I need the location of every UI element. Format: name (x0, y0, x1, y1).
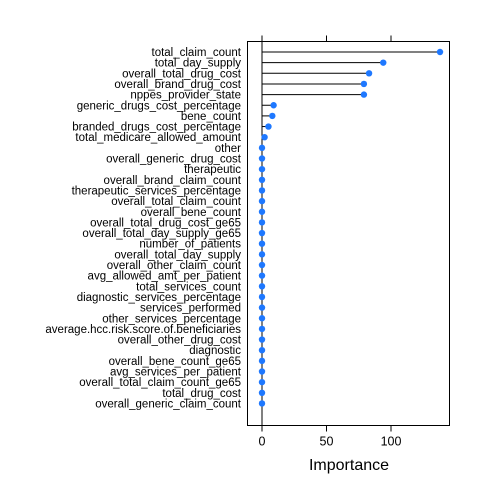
category-label: overall_total_day_supply_ge65 (82, 228, 241, 240)
category-label: services_performed (140, 303, 241, 315)
category-label: avg_services_per_patient (110, 367, 242, 379)
category-label: overall_total_claim_count_ge65 (79, 377, 241, 389)
data-point (258, 283, 266, 290)
data-point (258, 347, 266, 354)
data-point (258, 293, 266, 301)
data-point (258, 155, 266, 162)
x-tick-label: 0 (259, 435, 266, 449)
data-point (258, 378, 266, 386)
category-label: diagnostic (189, 345, 241, 357)
category-label: diagnostic_services_percentage (77, 292, 241, 304)
x-tick-labels: 0 50 100 (259, 435, 402, 449)
category-label: overall_generic_claim_count (95, 398, 242, 410)
category-label: nppes_provider_state (130, 90, 241, 102)
data-point (258, 197, 266, 205)
category-label: overall_other_claim_count (107, 260, 242, 272)
data-point (258, 304, 266, 311)
data-point (258, 357, 266, 365)
data-point (258, 325, 266, 333)
data-point (258, 272, 266, 279)
category-label: other (215, 143, 241, 155)
plot-panel-border (247, 41, 450, 426)
x-tick-label: 100 (381, 435, 402, 449)
category-label: overall_brand_claim_count (104, 175, 242, 187)
data-point (360, 80, 368, 88)
category-label: overall_bene_count (141, 207, 242, 219)
category-label: generic_drugs_cost_percentage (77, 100, 241, 112)
data-point (258, 144, 266, 152)
data-point (261, 134, 268, 141)
category-label: total_day_supply (155, 58, 242, 70)
data-point (258, 251, 266, 258)
data-point (258, 368, 266, 375)
data-point (258, 219, 266, 226)
data-point (258, 261, 266, 269)
category-label: average.hcc.risk.score.of.beneficiaries (45, 324, 241, 336)
category-label: therapeutic (184, 164, 241, 176)
category-label: therapeutic_services_percentage (72, 185, 241, 197)
category-label: branded_drugs_cost_percentage (72, 122, 241, 134)
category-label: overall_generic_drug_cost (106, 154, 242, 166)
data-point (360, 91, 368, 98)
top-axis-ticks (261, 35, 392, 42)
points (258, 48, 444, 407)
category-label: overall_brand_drug_cost (114, 79, 241, 91)
category-label: avg_allowed_amt_per_patient (88, 271, 242, 283)
data-point (380, 59, 387, 66)
category-label: total_drug_cost (162, 388, 241, 400)
data-point (436, 48, 444, 56)
x-tick-label: 50 (320, 435, 334, 449)
category-label: overall_bene_count_ge65 (109, 356, 241, 368)
category-label: overall_total_claim_count (111, 196, 242, 208)
category-label: bene_count (181, 111, 242, 123)
data-point (258, 240, 266, 247)
bottom-axis-ticks (261, 425, 392, 432)
data-point (258, 229, 266, 237)
category-label: number_of_patients (139, 239, 241, 251)
data-point (258, 315, 266, 322)
data-point (265, 123, 272, 130)
data-point (365, 70, 373, 77)
category-label: overall_total_drug_cost_ge65 (90, 217, 241, 229)
data-point (258, 208, 266, 215)
data-point (258, 400, 266, 407)
category-label: overall_total_drug_cost (122, 68, 242, 80)
data-point (258, 165, 266, 173)
category-labels: total_claim_counttotal_day_supplyoverall… (45, 47, 241, 410)
category-label: overall_other_drug_cost (118, 335, 242, 347)
data-point (269, 112, 276, 120)
data-point (258, 187, 266, 194)
data-point (258, 389, 266, 396)
category-label: total_claim_count (152, 47, 242, 59)
data-point (258, 176, 266, 183)
data-point (258, 336, 266, 343)
category-label: total_services_count (136, 281, 242, 293)
x-axis-title: Importance (309, 457, 389, 474)
stems (261, 41, 441, 426)
category-label: other_services_percentage (102, 313, 241, 325)
data-point (270, 102, 277, 109)
category-label: overall_total_day_supply (114, 249, 241, 261)
category-label: total_medicare_allowed_amount (75, 132, 241, 144)
